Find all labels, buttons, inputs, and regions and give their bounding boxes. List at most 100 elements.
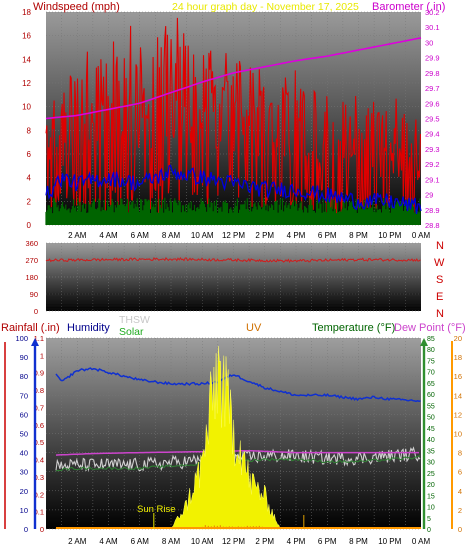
humidity-tick-label: 10 [20,506,28,515]
rainfall-tick-label: 0.6 [34,421,44,430]
direction-tick-label: 180 [25,273,38,282]
x-tick-label: 10 AM [191,231,214,240]
dewpoint-tick-label: 12 [454,410,462,419]
temperature-tick-label: 85 [427,336,435,343]
temperature-tick-label: 50 [427,415,435,422]
compass-label-n-bottom: N [436,308,444,320]
windspeed-tick-label: 18 [22,8,31,17]
humidity-tick-label: 100 [15,334,28,343]
temperature-tick-label: 25 [427,471,435,478]
temperature-tick-label: 45 [427,426,435,433]
rainfall-tick-label: 0.2 [34,490,44,499]
windspeed-tick-label: 0 [27,221,32,230]
temperature-tick-label: 75 [427,358,435,365]
temperature-tick-label: 70 [427,370,435,377]
barometer-tick-label: 29.1 [425,175,440,184]
rainfall-tick-label: 1.1 [34,334,44,343]
dewpoint-tick-label: 18 [454,353,462,362]
x-tick-label: 4 AM [99,231,118,240]
barometer-tick-label: 29.3 [425,145,440,154]
rainfall-tick-label: 1 [40,351,44,360]
direction-tick-label: 270 [25,256,38,265]
direction-tick-label: 90 [30,290,38,299]
x-tick-label: 4 AM [99,537,118,546]
direction-tick-label: 360 [25,239,38,248]
thsw-line [55,446,421,472]
rainfall-tick-label: 0.5 [34,438,44,447]
x-tick-label: 6 AM [131,231,150,240]
x-tick-label: 2 AM [68,231,87,240]
x-tick-label: 2 PM [255,231,274,240]
dewpoint-tick-label: 14 [454,391,462,400]
barometer-tick-label: 29.5 [425,115,440,124]
humidity-axis-title: Humidity [67,322,110,334]
dewpoint-tick-label: 10 [454,430,462,439]
barometer-tick-label: 30.2 [425,8,440,17]
barometer-tick-label: 30.1 [425,23,440,32]
windspeed-tick-label: 14 [22,55,31,64]
x-tick-label: 6 PM [318,231,337,240]
barometer-tick-label: 29.9 [425,54,440,63]
x-tick-label: 4 PM [287,231,306,240]
humidity-line [55,367,421,403]
rainfall-tick-label: 0.9 [34,369,44,378]
barometer-line [45,37,422,120]
barometer-tick-label: 29.6 [425,99,440,108]
solar-legend-label: Solar [119,326,144,338]
barometer-tick-label: 29.2 [425,160,440,169]
barometer-tick-label: 30 [425,38,433,47]
barometer-tick-label: 29.8 [425,69,440,78]
temperature-tick-label: 55 [427,403,435,410]
windspeed-gust-line [45,17,421,220]
x-tick-label: 8 AM [162,231,181,240]
windspeed-tick-label: 8 [27,126,32,135]
windspeed-tick-label: 6 [27,150,32,159]
windspeed-tick-label: 12 [22,79,31,88]
temperature-tick-label: 30 [427,460,435,467]
dewpoint-tick-label: 0 [458,525,462,534]
temperature-tick-label: 80 [427,347,435,354]
windspeed-tick-label: 2 [27,197,32,206]
temperature-tick-label: 40 [427,437,435,444]
x-tick-label: 12 PM [222,537,245,546]
x-tick-label: 8 AM [162,537,181,546]
humidity-tick-label: 40 [20,449,28,458]
temperature-tick-label: 10 [427,505,435,512]
x-tick-label: 2 PM [255,537,274,546]
humidity-tick-label: 90 [20,353,28,362]
x-tick-label: 12 PM [222,231,245,240]
x-tick-label: 10 PM [378,537,401,546]
windspeed-low-bars [45,197,421,225]
thsw-legend-label: THSW [119,314,150,326]
barometer-axis-title: Barometer (.in) [372,1,445,13]
humidity-tick-label: 80 [20,372,28,381]
humidity-tick-label: 20 [20,487,28,496]
barometer-tick-label: 28.9 [425,206,440,215]
windspeed-tick-label: 4 [27,174,32,183]
temperature-tick-label: 35 [427,448,435,455]
dewpoint-tick-label: 4 [458,487,462,496]
x-tick-label: 6 AM [131,537,150,546]
x-tick-label: 8 PM [349,231,368,240]
windspeed-tick-label: 16 [22,32,31,41]
x-tick-label: 6 PM [318,537,337,546]
temperature-axis-arrow [420,338,428,346]
x-tick-label: 8 PM [349,537,368,546]
barometer-tick-label: 28.8 [425,221,440,230]
windspeed-axis-title: Windspeed (mph) [33,1,120,13]
dewpoint-axis-title: Dew Point (°F) [394,322,466,334]
rainfall-axis-title: Rainfall (.in) [1,322,60,334]
temperature-tick-label: 60 [427,392,435,399]
barometer-tick-label: 29.4 [425,130,440,139]
windspeed-tick-label: 10 [22,103,31,112]
humidity-tick-label: 0 [24,525,28,534]
x-tick-label: 2 AM [68,537,87,546]
sunrise-annotation: Sun Rise [137,504,176,515]
barometer-tick-label: 29.7 [425,84,440,93]
x-tick-label: 10 PM [378,231,401,240]
rainfall-tick-label: 0.1 [34,508,44,517]
dewpoint-tick-label: 20 [454,334,462,343]
humidity-tick-label: 70 [20,391,28,400]
x-tick-label: 10 AM [191,537,214,546]
windspeed-line [45,164,422,214]
